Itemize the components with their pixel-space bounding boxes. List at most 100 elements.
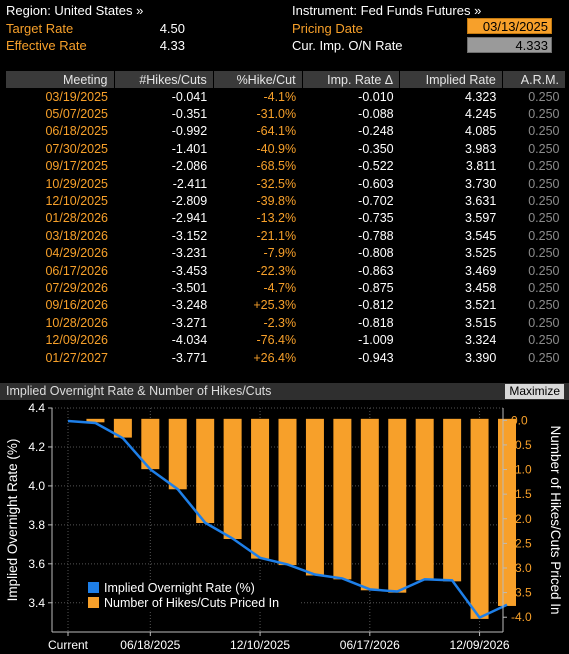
table-row[interactable]: 05/07/2025 -0.351 -31.0% -0.088 4.245 0.250 [6,105,566,122]
table-row[interactable]: 07/29/2026 -3.501 -4.7% -0.875 3.458 0.250 [6,279,566,296]
x-tick-label: 06/18/2025 [120,638,180,652]
effective-rate-value: 4.33 [159,38,185,53]
meeting-date-cell: 05/07/2025 [45,107,108,122]
table-row[interactable]: 04/29/2026 -3.231 -7.9% -0.808 3.525 0.250 [6,245,566,262]
bar [196,418,215,524]
table-row[interactable]: 01/28/2026 -2.941 -13.2% -0.735 3.597 0.250 [6,210,566,227]
implied-rate-cell: 3.597 [465,211,497,226]
imp-rate-delta-cell: -0.788 [358,228,394,243]
y-tick-label: 4.2 [28,440,45,454]
pricing-date-input[interactable]: 03/13/2025 [467,18,552,34]
imp-rate-delta-cell: -0.808 [358,246,394,261]
implied-rate-cell: 3.515 [465,315,497,330]
hikes-cuts-cell: -3.248 [171,298,208,313]
arm-cell: 0.250 [528,315,560,330]
arm-cell: 0.250 [528,211,560,226]
rate-chart: 3.4 3.6 3.8 4.0 4.2 4.4 0.0 -0.5 -1.0 -1.5 -2.0 -2.… [5,401,563,652]
arm-cell: 0.250 [528,176,560,191]
meetings-table: Meeting #Hikes/Cuts %Hike/Cut Imp. Rate Δ Im… [6,71,567,366]
implied-rate-cell: 4.085 [465,124,497,139]
implied-rate-cell: 3.545 [465,228,497,243]
y2-tick-label: -2.5 [511,536,532,550]
table-row[interactable]: 09/16/2026 -3.248 +25.3% -0.812 3.521 0.250 [6,297,566,314]
table-row[interactable]: 09/17/2025 -2.086 -68.5% -0.522 3.811 0.250 [6,158,566,175]
bar [333,418,352,580]
y-tick-label: 4.4 [28,401,45,415]
imp-rate-delta-cell: -0.248 [358,124,394,139]
hikes-cuts-cell: -2.809 [171,194,208,209]
hikes-cuts-cell: -3.152 [171,228,208,243]
legend-label-line: Implied Overnight Rate (%) [104,581,255,595]
meeting-date-cell: 09/16/2026 [45,298,108,313]
arm-cell: 0.250 [528,333,560,348]
implied-rate-cell: 3.324 [465,333,497,348]
legend-label-bar: Number of Hikes/Cuts Priced In [104,596,279,610]
hikes-cuts-cell: -3.453 [171,263,208,278]
table-row[interactable]: 07/30/2025 -1.401 -40.9% -0.350 3.983 0.250 [6,140,566,157]
y-tick-label: 4.0 [28,479,45,493]
column-header[interactable]: A.R.M. [502,71,567,88]
column-header[interactable]: %Hike/Cut [213,71,303,88]
arm-cell: 0.250 [528,298,560,313]
x-tick-label: Current [48,638,89,652]
imp-rate-delta-cell: -0.812 [358,298,394,313]
effective-rate-label: Effective Rate [6,38,87,53]
imp-rate-delta-cell: -1.009 [358,333,394,348]
table-row[interactable]: 06/18/2025 -0.992 -64.1% -0.248 4.085 0.250 [6,123,566,140]
target-rate-value: 4.50 [159,21,185,36]
hikes-cuts-cell: -3.501 [171,280,208,295]
table-row[interactable]: 10/28/2026 -3.271 -2.3% -0.818 3.515 0.250 [6,314,566,331]
implied-rate-cell: 3.521 [465,298,497,313]
arm-cell: 0.250 [528,350,560,365]
pct-hike-cut-cell: -7.9% [263,246,297,261]
pct-hike-cut-cell: -64.1% [256,124,297,139]
arm-cell: 0.250 [528,228,560,243]
column-header[interactable]: Meeting [6,71,115,88]
bar [470,418,489,619]
column-header[interactable]: Implied Rate [399,71,503,88]
table-row[interactable]: 10/29/2025 -2.411 -32.5% -0.603 3.730 0.250 [6,175,566,192]
pct-hike-cut-cell: -21.1% [256,228,297,243]
hikes-cuts-cell: -0.351 [171,107,208,122]
pct-hike-cut-cell: -32.5% [256,176,297,191]
instrument-selector[interactable]: Instrument: Fed Funds Futures » [292,3,482,18]
column-header[interactable]: #Hikes/Cuts [114,71,214,88]
table-row[interactable]: 12/10/2025 -2.809 -39.8% -0.702 3.631 0.250 [6,192,566,209]
meeting-date-cell: 10/28/2026 [45,315,108,330]
meeting-date-cell: 01/28/2026 [45,211,108,226]
pct-hike-cut-cell: +26.4% [253,350,297,365]
implied-rate-cell: 3.811 [465,159,497,174]
pct-hike-cut-cell: -4.7% [263,280,297,295]
table-row[interactable]: 12/09/2026 -4.034 -76.4% -1.009 3.324 0.250 [6,331,566,348]
pct-hike-cut-cell: -13.2% [256,211,297,226]
cur-rate-input[interactable]: 4.333 [467,37,552,53]
y2-tick-label: -2.0 [511,512,532,526]
bar [305,418,324,576]
implied-rate-cell: 3.525 [465,246,497,261]
bar [415,418,434,581]
meeting-date-cell: 01/27/2027 [45,350,108,365]
implied-rate-cell: 3.983 [465,141,497,156]
imp-rate-delta-cell: -0.603 [358,176,394,191]
table-row[interactable]: 01/27/2027 -3.771 +26.4% -0.943 3.390 0.250 [6,349,566,366]
implied-rate-cell: 4.245 [465,107,497,122]
y2-axis-title: Number of Hikes/Cuts Priced In [548,425,563,614]
imp-rate-delta-cell: -0.010 [358,89,394,104]
cur-rate-label: Cur. Imp. O/N Rate [292,38,403,53]
table-row[interactable]: 03/19/2025 -0.041 -4.1% -0.010 4.323 0.250 [6,88,566,105]
meeting-date-cell: 03/19/2025 [45,89,108,104]
table-row[interactable]: 03/18/2026 -3.152 -21.1% -0.788 3.545 0.250 [6,227,566,244]
bar [443,418,462,582]
hikes-cuts-cell: -3.231 [171,246,208,261]
hikes-cuts-cell: -4.034 [171,333,208,348]
region-selector[interactable]: Region: United States » [6,3,144,18]
column-header[interactable]: Imp. Rate Δ [302,71,401,88]
arm-cell: 0.250 [528,263,560,278]
arm-cell: 0.250 [528,107,560,122]
imp-rate-delta-cell: -0.350 [358,141,394,156]
chart-title: Implied Overnight Rate & Number of Hikes… [6,384,272,398]
table-row[interactable]: 06/17/2026 -3.453 -22.3% -0.863 3.469 0.250 [6,262,566,279]
meeting-date-cell: 03/18/2026 [45,228,108,243]
x-tick-label: 06/17/2026 [340,638,400,652]
maximize-button[interactable]: Maximize [505,384,564,399]
